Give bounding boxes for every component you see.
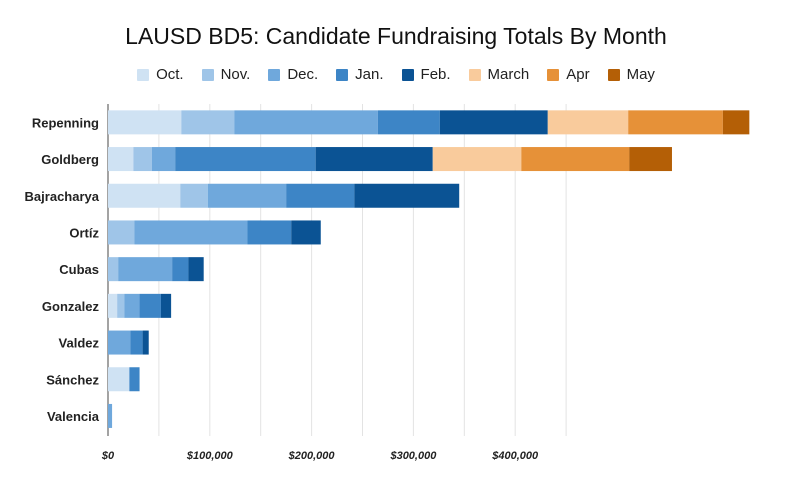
bar-segment[interactable] <box>108 257 119 282</box>
category-label: Cubas <box>59 262 99 277</box>
category-label: Goldberg <box>41 152 99 167</box>
bar-segment[interactable] <box>108 110 182 135</box>
bar-segment[interactable] <box>722 110 750 135</box>
x-tick-label: $200,000 <box>288 450 336 462</box>
category-label: Repenning <box>32 115 99 130</box>
bar-segment[interactable] <box>234 110 378 135</box>
legend-label: Nov. <box>220 66 251 83</box>
bar-segment[interactable] <box>108 403 113 428</box>
bar-segment[interactable] <box>207 183 287 208</box>
legend: Oct. Nov. Dec. Jan. Feb. March Apr May <box>0 66 792 83</box>
legend-item[interactable]: May <box>607 66 655 83</box>
bar-segment[interactable] <box>247 220 292 245</box>
legend-label: Dec. <box>287 66 319 83</box>
bar-segment[interactable] <box>175 147 316 172</box>
bar-segment[interactable] <box>172 257 189 282</box>
bar-segment[interactable] <box>377 110 440 135</box>
legend-label: Feb. <box>420 66 451 83</box>
x-tick-label: $100,000 <box>186 450 234 462</box>
category-label: Sánchez <box>46 372 99 387</box>
bar-segment[interactable] <box>521 147 630 172</box>
bar-segment[interactable] <box>180 183 208 208</box>
bar-segment[interactable] <box>188 257 204 282</box>
bar-segment[interactable] <box>142 330 149 355</box>
legend-item[interactable]: Apr <box>547 66 590 83</box>
bar-segment[interactable] <box>315 147 433 172</box>
legend-item[interactable]: Nov. <box>201 66 251 83</box>
bar-segment[interactable] <box>160 293 172 318</box>
x-tick-label: $300,000 <box>389 450 437 462</box>
bar-segment[interactable] <box>108 183 181 208</box>
legend-item[interactable]: Jan. <box>336 66 384 83</box>
bar-segment[interactable] <box>134 220 248 245</box>
category-label: Gonzalez <box>42 299 100 314</box>
bar-segment[interactable] <box>151 147 176 172</box>
legend-label: Jan. <box>355 66 384 83</box>
category-label: Valencia <box>47 409 100 424</box>
legend-swatch <box>137 68 150 81</box>
legend-label: Oct. <box>156 66 184 83</box>
bar-segment[interactable] <box>133 147 152 172</box>
bar-segment[interactable] <box>108 147 134 172</box>
bar-segment[interactable] <box>432 147 522 172</box>
bar-segment[interactable] <box>291 220 321 245</box>
legend-swatch <box>547 68 560 81</box>
legend-label: Apr <box>566 66 590 83</box>
bar-segment[interactable] <box>118 257 173 282</box>
legend-item[interactable]: Feb. <box>401 66 451 83</box>
bar-segment[interactable] <box>629 147 672 172</box>
bar-segment[interactable] <box>139 293 161 318</box>
bar-segment[interactable] <box>108 330 131 355</box>
legend-item[interactable]: Oct. <box>137 66 184 83</box>
legend-swatch <box>268 68 281 81</box>
legend-swatch <box>401 68 414 81</box>
x-tick-label: $400,000 <box>491 450 539 462</box>
bar-segment[interactable] <box>628 110 723 135</box>
bar-segment[interactable] <box>108 367 130 392</box>
bar-segment[interactable] <box>108 220 135 245</box>
legend-label: May <box>626 66 655 83</box>
legend-item[interactable]: March <box>468 66 530 83</box>
chart-title: LAUSD BD5: Candidate Fundraising Totals … <box>125 23 667 49</box>
legend-label: March <box>487 66 530 83</box>
bar-segment[interactable] <box>108 293 118 318</box>
x-tick-label: $0 <box>101 450 115 462</box>
category-label: Valdez <box>59 336 100 351</box>
bar-segment[interactable] <box>286 183 355 208</box>
category-label: Ortíz <box>69 225 99 240</box>
bar-segment[interactable] <box>129 367 140 392</box>
legend-swatch <box>607 68 620 81</box>
bar-segment[interactable] <box>354 183 460 208</box>
bar-segment[interactable] <box>117 293 125 318</box>
bar-segment[interactable] <box>547 110 629 135</box>
bar-segment[interactable] <box>124 293 140 318</box>
bar-segment[interactable] <box>130 330 143 355</box>
bar-segment[interactable] <box>181 110 235 135</box>
legend-item[interactable]: Dec. <box>268 66 318 83</box>
legend-swatch <box>468 68 481 81</box>
category-label: Bajracharya <box>25 189 100 204</box>
legend-swatch <box>201 68 214 81</box>
bar-segment[interactable] <box>439 110 548 135</box>
legend-swatch <box>336 68 349 81</box>
